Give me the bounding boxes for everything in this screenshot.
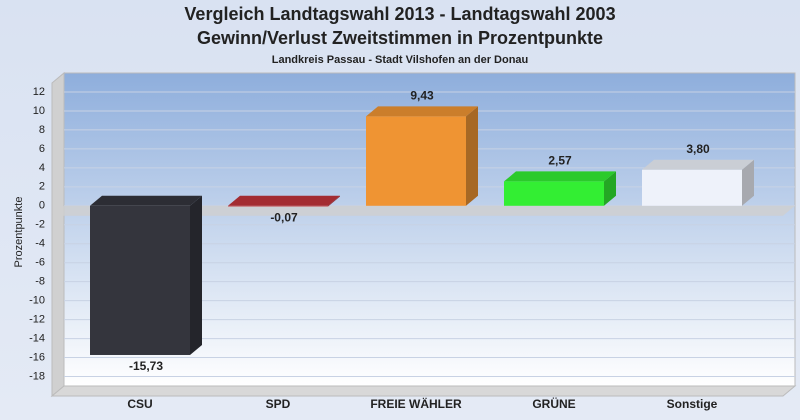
y-tick-label: -2	[35, 219, 45, 231]
x-tick-label: Sonstige	[667, 397, 718, 411]
y-tick-label: -12	[29, 314, 45, 326]
chart-subtitle: Landkreis Passau - Stadt Vilshofen an de…	[272, 54, 529, 66]
y-tick-label: -4	[35, 238, 45, 250]
bar	[504, 181, 604, 206]
chart-title: Vergleich Landtagswahl 2013 - Landtagswa…	[184, 4, 615, 24]
y-tick-label: -14	[29, 332, 45, 344]
y-tick-label: -16	[29, 351, 45, 363]
bar-side	[190, 195, 202, 355]
bar	[642, 169, 742, 206]
y-tick-label: 0	[39, 200, 45, 212]
x-tick-label: CSU	[127, 397, 152, 411]
y-tick-label: 4	[39, 162, 45, 174]
y-tick-label: 12	[33, 86, 45, 98]
bar	[366, 116, 466, 206]
bar-top	[228, 195, 340, 206]
y-tick-label: 8	[39, 124, 45, 136]
x-tick-label: FREIE WÄHLER	[370, 396, 462, 411]
bar	[90, 205, 190, 355]
bar-top	[504, 171, 616, 182]
y-tick-label: -18	[29, 370, 45, 382]
y-axis-label: Prozentpunkte	[13, 197, 25, 268]
y-tick-label: 10	[33, 105, 45, 117]
left-wall	[51, 71, 65, 398]
bar-side	[742, 159, 754, 206]
bar-side	[604, 171, 616, 206]
value-label: 2,57	[548, 154, 572, 168]
bar-top	[642, 159, 754, 170]
chart-title: Gewinn/Verlust Zweitstimmen in Prozentpu…	[197, 28, 603, 48]
x-tick-label: GRÜNE	[532, 396, 575, 411]
value-label: 3,80	[686, 142, 710, 156]
bar-side	[466, 106, 478, 206]
x-tick-label: SPD	[266, 397, 291, 411]
floor	[50, 385, 797, 397]
value-label: -15,73	[129, 359, 163, 373]
bar-top	[366, 106, 478, 117]
y-tick-label: -6	[35, 257, 45, 269]
y-tick-label: -8	[35, 276, 45, 288]
bar-side	[328, 195, 340, 207]
zero-plane	[52, 205, 795, 216]
y-tick-label: 6	[39, 143, 45, 155]
y-tick-label: 2	[39, 181, 45, 193]
value-label: 9,43	[410, 89, 434, 103]
bar-top	[90, 195, 202, 206]
value-label: -0,07	[270, 211, 298, 225]
y-tick-label: -10	[29, 295, 45, 307]
bar	[228, 205, 328, 207]
